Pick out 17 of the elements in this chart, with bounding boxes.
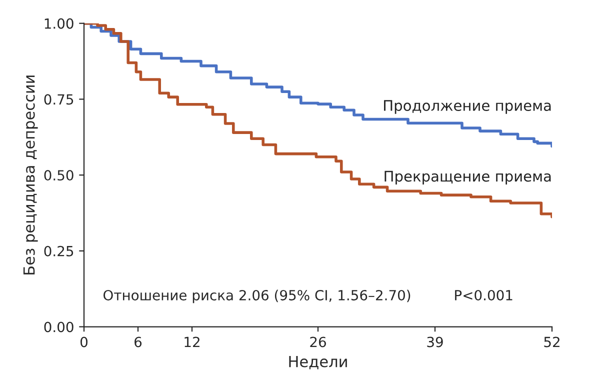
y-tick-label: 0.25 xyxy=(44,246,74,256)
x-tick-label: 12 xyxy=(184,336,200,348)
x-tick-label: 6 xyxy=(134,336,142,348)
x-tick-label: 52 xyxy=(544,336,560,348)
x-tick-label: 39 xyxy=(427,336,443,348)
x-tick-label: 0 xyxy=(80,336,88,348)
annotation: P<0.001 xyxy=(455,290,512,300)
y-axis-title: Без рецидива депрессии xyxy=(23,76,38,274)
y-tick-label: 0.00 xyxy=(44,322,74,332)
y-tick-label: 1.00 xyxy=(44,18,74,29)
x-axis-title: Недели xyxy=(289,356,347,370)
annotation: Отношение риска 2.06 (95% CI, 1.56–2.70) xyxy=(104,290,410,304)
x-tick-label: 26 xyxy=(310,336,326,348)
series-label: Продолжение приема xyxy=(384,100,551,114)
y-tick-label: 0.75 xyxy=(44,94,74,105)
series-label: Прекращение приема xyxy=(384,170,551,185)
y-tick-label: 0.50 xyxy=(44,170,74,181)
